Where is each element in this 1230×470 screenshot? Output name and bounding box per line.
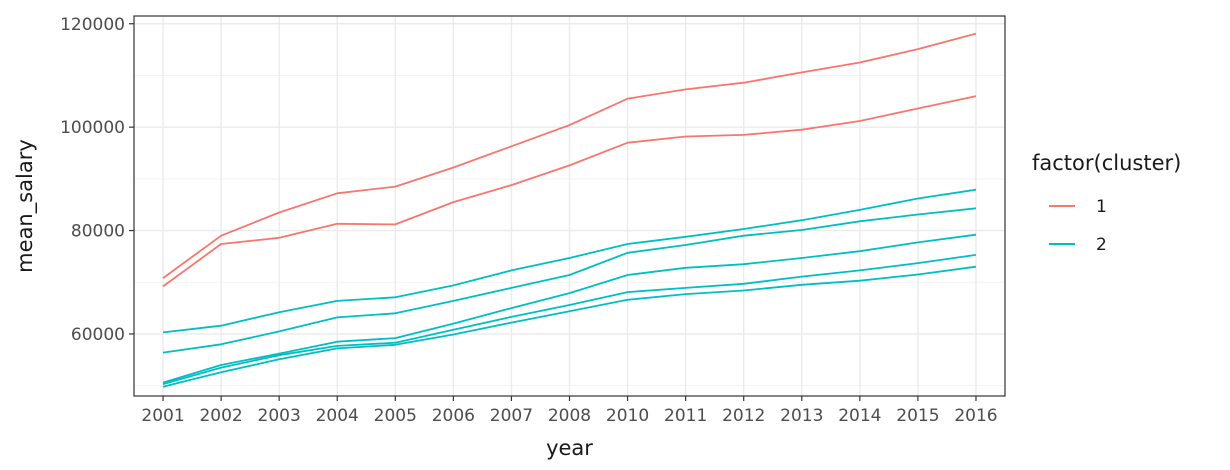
x-axis-ticks: 2001 2002 2003 2004 2005 2006 2007 2008 2010 2011… (141, 396, 998, 426)
series-line-cluster-2-4 (162, 207, 977, 354)
x-tick-label: 2005 (374, 406, 417, 426)
x-axis-title: year (546, 436, 593, 460)
series-line-cluster-1-1 (162, 32, 977, 279)
x-tick-label: 2004 (316, 406, 359, 426)
series-line-cluster-2-5 (162, 233, 977, 384)
series-lines (162, 32, 977, 388)
x-tick-label: 2016 (954, 406, 997, 426)
y-axis-title: mean_salary (13, 139, 38, 273)
legend-title: factor(cluster) (1032, 151, 1181, 175)
y-tick-label: 100000 (60, 118, 125, 138)
y-tick-label: 120000 (60, 15, 125, 35)
x-tick-label: 2007 (490, 406, 533, 426)
x-tick-label: 2012 (722, 406, 765, 426)
x-tick-label: 2013 (780, 406, 823, 426)
series-line-cluster-2-3 (162, 188, 977, 334)
y-tick-label: 60000 (71, 325, 125, 345)
x-tick-label: 2003 (258, 406, 301, 426)
legend: factor(cluster) 12 (1032, 151, 1181, 261)
x-tick-label: 2002 (199, 406, 242, 426)
legend-label-1: 1 (1096, 197, 1107, 217)
y-axis-ticks: 60000 80000 100000 120000 (60, 15, 134, 345)
x-tick-label: 2008 (548, 406, 591, 426)
x-tick-label: 2015 (896, 406, 939, 426)
series-line-cluster-2-6 (162, 254, 977, 385)
x-tick-label: 2010 (606, 406, 649, 426)
legend-label-2: 2 (1096, 235, 1107, 255)
major-gridlines (134, 16, 1005, 396)
legend-entries: 12 (1045, 189, 1107, 261)
x-tick-label: 2014 (838, 406, 881, 426)
series-line-cluster-1-2 (162, 95, 977, 288)
series-line-cluster-2-7 (162, 265, 977, 388)
x-tick-label: 2006 (432, 406, 475, 426)
x-tick-label: 2001 (141, 406, 184, 426)
y-tick-label: 80000 (71, 222, 125, 242)
x-tick-label: 2011 (664, 406, 707, 426)
